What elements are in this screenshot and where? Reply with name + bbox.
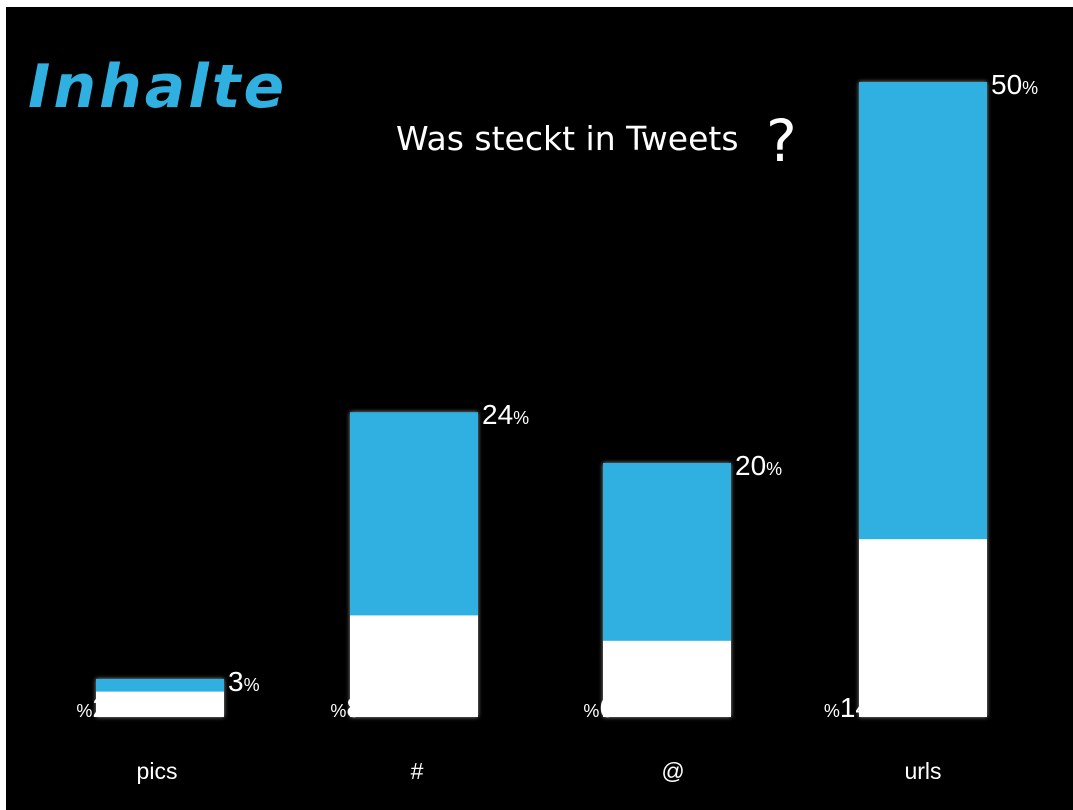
category-label-3: urls — [904, 758, 941, 784]
bar-urls-sub — [859, 539, 987, 717]
bar-chart: 3% %2 pics 24% %8 #20% %6 @50% %14 urls — [6, 7, 1073, 810]
value-label-top-0: 3% — [228, 666, 260, 697]
category-label-2: @ — [661, 758, 684, 784]
value-label-bottom-3: %14 — [824, 692, 871, 723]
value-label-top-3: 50% — [991, 69, 1038, 100]
category-label-0: pics — [137, 758, 178, 784]
category-label-1: # — [411, 758, 424, 784]
slide: Inhalte Was steckt in Tweets ? 3% %2 pics 2… — [6, 7, 1073, 810]
bar-#-sub — [350, 615, 478, 717]
bar-pics-sub — [96, 692, 224, 717]
value-label-top-2: 20% — [735, 450, 782, 481]
value-label-bottom-1: %8 — [330, 692, 362, 723]
bar-@-sub — [603, 641, 731, 717]
value-label-bottom-2: %6 — [583, 692, 615, 723]
value-label-bottom-0: %2 — [76, 692, 108, 723]
value-label-top-1: 24% — [482, 399, 529, 430]
